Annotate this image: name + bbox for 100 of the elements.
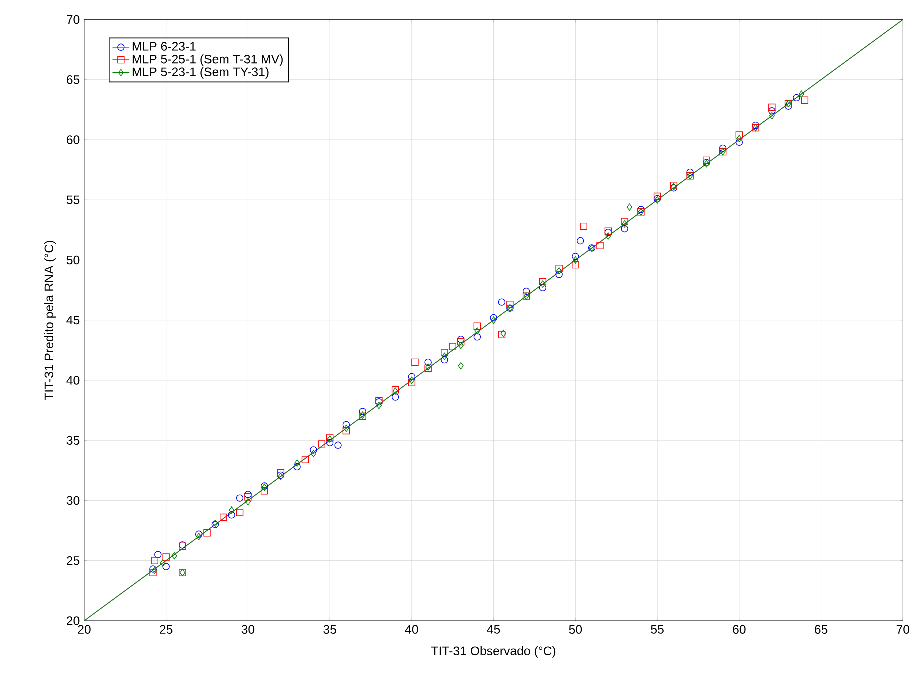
point xyxy=(654,192,662,200)
point xyxy=(596,242,604,250)
point xyxy=(784,102,792,110)
x-tick-label: 50 xyxy=(569,625,582,634)
x-tick-label: 70 xyxy=(896,625,910,634)
point xyxy=(342,427,350,434)
point xyxy=(522,288,530,295)
x-tick-label: 45 xyxy=(487,625,500,634)
point xyxy=(490,314,498,322)
point xyxy=(424,358,432,366)
point xyxy=(236,509,244,516)
point xyxy=(572,261,580,269)
point xyxy=(245,498,251,506)
point xyxy=(342,421,350,428)
point xyxy=(154,551,162,558)
point xyxy=(491,316,497,324)
y-tick-label: 65 xyxy=(67,75,80,84)
point xyxy=(244,493,252,501)
point xyxy=(441,356,448,364)
point xyxy=(449,343,456,350)
point xyxy=(626,204,633,211)
point xyxy=(294,463,301,471)
y-tick-label: 40 xyxy=(66,376,80,385)
x-tick-label: 25 xyxy=(160,625,173,634)
point xyxy=(152,566,158,574)
point xyxy=(228,511,236,519)
point xyxy=(540,280,546,288)
point xyxy=(736,135,742,142)
y-axis-title: TIT-31 Predito pela RNA (°C) xyxy=(44,240,56,400)
point xyxy=(474,333,482,341)
point xyxy=(798,90,804,98)
point xyxy=(506,301,514,308)
point xyxy=(458,362,464,370)
y-tick-label: 35 xyxy=(66,436,80,445)
point xyxy=(150,566,157,573)
point xyxy=(392,394,400,401)
legend-label: MLP 5-23-1 (Sem TY-31) xyxy=(132,67,269,79)
point xyxy=(572,252,580,260)
y-tick-label: 25 xyxy=(67,556,80,566)
point xyxy=(162,563,170,570)
point xyxy=(736,138,744,146)
x-tick-label: 60 xyxy=(733,625,746,634)
point xyxy=(572,256,578,264)
x-tick-label: 30 xyxy=(242,625,255,634)
point xyxy=(160,560,166,567)
point xyxy=(606,232,612,240)
point xyxy=(310,446,318,454)
point xyxy=(318,440,326,448)
point xyxy=(580,222,588,230)
point xyxy=(736,131,744,139)
point xyxy=(408,379,416,386)
y-tick-label: 20 xyxy=(67,616,80,626)
y-tick-label: 30 xyxy=(66,496,80,505)
point xyxy=(621,225,628,232)
point xyxy=(719,144,727,152)
point xyxy=(769,112,775,120)
point xyxy=(359,408,366,416)
point xyxy=(334,442,342,449)
point xyxy=(498,331,506,338)
point xyxy=(162,554,170,561)
point xyxy=(458,342,464,350)
y-tick-label: 70 xyxy=(67,15,80,24)
point xyxy=(277,469,285,477)
point xyxy=(752,122,760,130)
point xyxy=(457,336,465,344)
point xyxy=(474,322,482,330)
y-tick-label: 50 xyxy=(66,256,80,265)
point xyxy=(556,267,562,275)
x-axis-title: TIT-31 Observado (°C) xyxy=(432,646,556,658)
point xyxy=(229,506,235,514)
point xyxy=(195,530,203,538)
point xyxy=(196,533,202,540)
point xyxy=(260,487,268,495)
legend-label: MLP 5-25-1 (Sem T-31 MV) xyxy=(132,54,283,66)
point xyxy=(793,94,800,102)
point xyxy=(539,278,547,286)
point xyxy=(703,156,710,164)
x-tick-label: 20 xyxy=(78,625,91,634)
point xyxy=(376,402,382,410)
point xyxy=(457,338,465,346)
x-tick-label: 55 xyxy=(651,625,664,634)
point xyxy=(498,298,506,306)
point xyxy=(326,439,334,446)
point xyxy=(556,270,563,278)
point xyxy=(150,569,157,576)
point xyxy=(294,460,300,467)
point xyxy=(408,373,416,380)
point xyxy=(539,284,547,292)
point xyxy=(441,349,448,356)
x-tick-label: 65 xyxy=(815,625,828,634)
y-tick-label: 55 xyxy=(66,196,80,204)
point xyxy=(442,352,448,360)
y-tick-label: 60 xyxy=(67,136,80,144)
point xyxy=(302,456,310,464)
point xyxy=(801,96,809,104)
legend-label: MLP 6-23-1 xyxy=(132,42,196,51)
point xyxy=(204,529,211,537)
point xyxy=(474,327,480,335)
y-tick-label: 45 xyxy=(66,316,80,325)
point xyxy=(172,552,178,560)
